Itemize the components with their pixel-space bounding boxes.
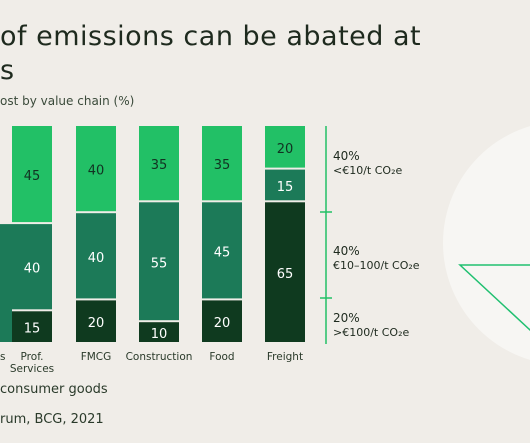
bar-label-mid-3: 55 [151, 256, 168, 271]
bar-high-4 [202, 126, 242, 201]
pie-wedge-outline [458, 264, 530, 332]
bar-label-low-3: 10 [151, 327, 168, 342]
category-label-5: Freight [267, 351, 303, 363]
bar-label-low-2: 20 [88, 316, 105, 331]
pie-circle [443, 126, 530, 360]
bar-label-mid-1: 40 [24, 262, 41, 277]
bar-low-1 [12, 311, 52, 342]
category-label-3: Construction [126, 351, 193, 363]
band-pct-high: 40% [333, 149, 360, 163]
bar-high-5 [265, 126, 305, 168]
band-label-low: >€100/t CO₂e [333, 326, 409, 339]
bar-label-high-5: 20 [277, 142, 294, 157]
bar-low-5 [265, 202, 305, 342]
band-label-high: <€10/t CO₂e [333, 164, 402, 177]
bar-low-3 [139, 322, 179, 342]
bar-mid-2 [76, 213, 116, 299]
bar-mid-3 [139, 202, 179, 321]
bar-label-mid-2: 40 [88, 251, 105, 266]
category-label-1: Prof. [21, 351, 44, 363]
bar-mid-4 [202, 202, 242, 299]
bar-high-1 [12, 126, 52, 223]
bar-low-2 [76, 300, 116, 342]
bar-high-3 [139, 126, 179, 201]
bar-label-mid-5: 15 [277, 180, 294, 195]
bar-mid-1 [12, 224, 52, 310]
band-pct-mid: 40% [333, 244, 360, 258]
bar-label-low-4: 20 [214, 316, 231, 331]
bar-low-4 [202, 300, 242, 342]
bar-mid-5 [265, 169, 305, 201]
bar-partial-fill [0, 224, 12, 342]
bar-label-low-5: 65 [277, 267, 294, 282]
bar-label-high-2: 40 [88, 164, 105, 179]
category-label-0: s [0, 351, 5, 363]
chart-title-line1: of emissions can be abated at [0, 21, 422, 52]
bar-label-high-1: 45 [24, 169, 41, 184]
chart-title-line2: s [0, 55, 15, 86]
bar-label-high-3: 35 [151, 158, 168, 173]
bar-label-low-1: 15 [24, 322, 41, 337]
source-note: rum, BCG, 2021 [0, 412, 104, 427]
bar-label-mid-4: 45 [214, 245, 231, 260]
category-label-1: Services [10, 363, 54, 375]
bar-label-high-4: 35 [214, 158, 231, 173]
chart-subtitle: ost by value chain (%) [0, 94, 135, 108]
band-pct-low: 20% [333, 311, 360, 325]
band-label-mid: €10–100/t CO₂e [333, 259, 420, 272]
category-label-4: Food [209, 351, 234, 363]
chart-title: of emissions can be abated at s [0, 20, 421, 88]
bar-high-2 [76, 126, 116, 212]
legend-note: consumer goods [0, 382, 108, 397]
category-label-2: FMCG [81, 351, 112, 363]
